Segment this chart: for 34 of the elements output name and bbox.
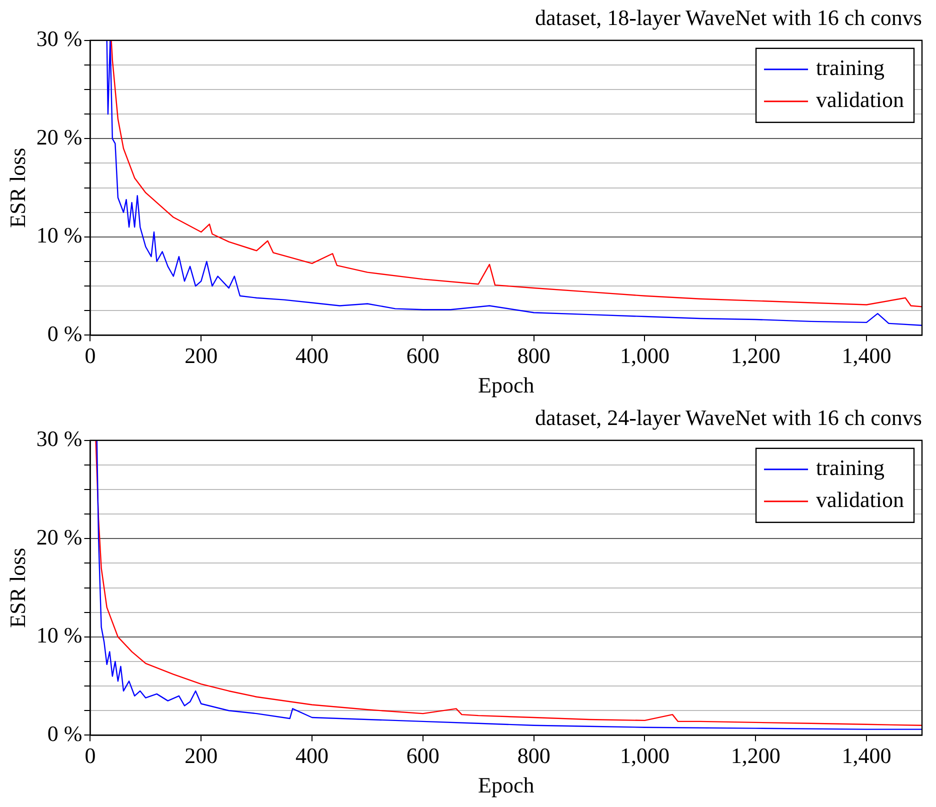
x-tick-label: 600	[406, 743, 440, 768]
y-tick-label: 10 %	[36, 222, 82, 248]
x-tick-label: 0	[84, 743, 96, 768]
x-tick-label: 400	[296, 743, 329, 768]
y-tick-label: 0 %	[47, 720, 82, 746]
y-tick-label: 0 %	[47, 320, 82, 346]
chart-title: dataset, 18-layer WaveNet with 16 ch convs	[535, 4, 922, 30]
y-axis-title: ESR loss	[4, 548, 30, 628]
x-tick-label: 200	[184, 343, 218, 368]
legend-label: validation	[816, 87, 904, 112]
legend-label: training	[816, 55, 884, 80]
y-tick-label: 30 %	[36, 426, 82, 452]
legend-label: training	[816, 455, 884, 480]
x-tick-label: 1,400	[842, 743, 892, 768]
y-tick-label: 10 %	[36, 622, 82, 648]
x-tick-label: 1,200	[730, 343, 780, 368]
y-axis-title: ESR loss	[4, 148, 30, 228]
y-tick-label: 30 %	[36, 26, 82, 52]
x-axis-title: Epoch	[478, 372, 534, 398]
x-tick-label: 400	[296, 343, 329, 368]
x-tick-label: 800	[517, 743, 550, 768]
chart-title: dataset, 24-layer WaveNet with 16 ch convs	[535, 404, 922, 430]
y-tick-label: 20 %	[36, 524, 82, 550]
x-tick-label: 800	[517, 343, 550, 368]
y-tick-label: 20 %	[36, 124, 82, 150]
x-tick-label: 1,400	[842, 343, 892, 368]
x-axis-title: Epoch	[478, 772, 534, 798]
legend-label: validation	[816, 487, 904, 512]
x-tick-label: 0	[84, 343, 96, 368]
x-tick-label: 1,000	[620, 343, 670, 368]
x-tick-label: 1,200	[730, 743, 780, 768]
x-tick-label: 600	[406, 343, 440, 368]
x-tick-label: 1,000	[620, 743, 670, 768]
x-tick-label: 200	[184, 743, 218, 768]
